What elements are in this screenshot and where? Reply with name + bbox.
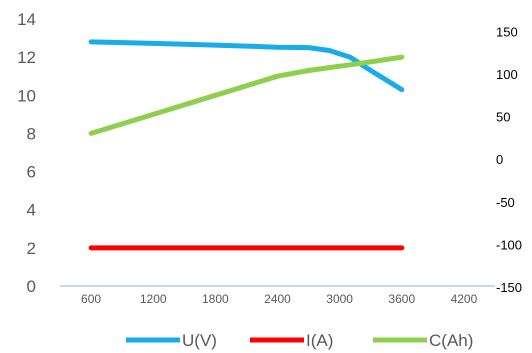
x-tick-label: 1800 (202, 292, 229, 306)
legend-label-0: U(V) (182, 331, 217, 350)
left-tick-label: 14 (17, 10, 36, 29)
x-tick-label: 2400 (264, 292, 291, 306)
x-tick-label: 4200 (451, 292, 478, 306)
right-tick-label: -100 (496, 237, 522, 252)
right-tick-label: 150 (496, 25, 518, 40)
series-line-2 (88, 54, 405, 136)
left-tick-label: 0 (27, 277, 36, 296)
right-tick-label: -150 (496, 280, 522, 295)
left-tick-label: 12 (17, 48, 36, 67)
right-tick-label: 100 (496, 67, 518, 82)
legend-label-1: I(A) (306, 331, 333, 350)
x-tick-label: 3600 (388, 292, 415, 306)
right-tick-label: 0 (496, 152, 503, 167)
left-axis-ticks: 0 2 4 6 8 10 12 14 (17, 10, 36, 296)
legend: U(V) I(A) C(Ah) (126, 331, 473, 350)
left-tick-label: 2 (27, 239, 36, 258)
left-tick-label: 6 (27, 163, 36, 182)
right-tick-label: -50 (496, 195, 515, 210)
left-tick-label: 10 (17, 86, 36, 105)
series-lines (88, 39, 405, 251)
x-tick-label: 600 (81, 292, 101, 306)
right-tick-label: 50 (496, 110, 510, 125)
left-tick-label: 4 (27, 201, 36, 220)
right-axis-ticks: -150 -100 -50 0 50 100 150 (496, 25, 522, 295)
left-tick-label: 8 (27, 124, 36, 143)
x-tick-label: 1200 (140, 292, 167, 306)
x-axis-ticks: 600 1200 1800 2400 3000 3600 4200 (81, 292, 478, 306)
legend-label-2: C(Ah) (429, 331, 473, 350)
x-tick-label: 3000 (326, 292, 353, 306)
series-line-0 (88, 39, 405, 93)
